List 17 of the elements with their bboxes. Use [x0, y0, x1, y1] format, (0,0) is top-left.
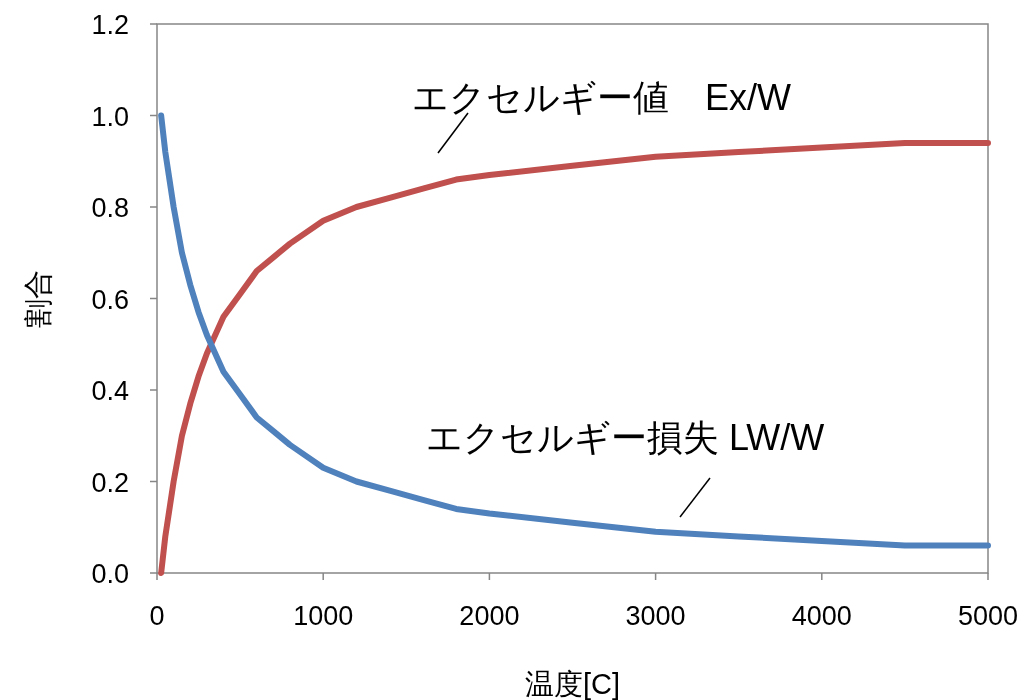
x-tick-label: 4000	[791, 601, 852, 631]
x-tick-label: 1000	[293, 601, 354, 631]
y-tick-label: 1.0	[91, 101, 129, 132]
y-tick-label: 1.2	[91, 10, 129, 40]
x-tick-label: 2000	[459, 601, 520, 631]
series-label: エクセルギー損失 LW/W	[426, 417, 825, 458]
y-axis-title: 割合	[22, 269, 54, 328]
x-tick-label: 5000	[957, 601, 1019, 631]
x-tick-label: 0	[149, 601, 165, 631]
y-tick-label: 0.8	[91, 193, 129, 223]
y-tick-label: 0.2	[91, 467, 129, 498]
x-tick-label: 3000	[625, 601, 686, 631]
y-tick-label: 0.0	[91, 559, 129, 589]
y-tick-label: 0.4	[91, 376, 129, 406]
x-axis-title: 温度[C]	[524, 668, 621, 700]
y-tick-label: 0.6	[91, 284, 129, 315]
series-label: エクセルギー値 Ex/W	[412, 77, 792, 118]
